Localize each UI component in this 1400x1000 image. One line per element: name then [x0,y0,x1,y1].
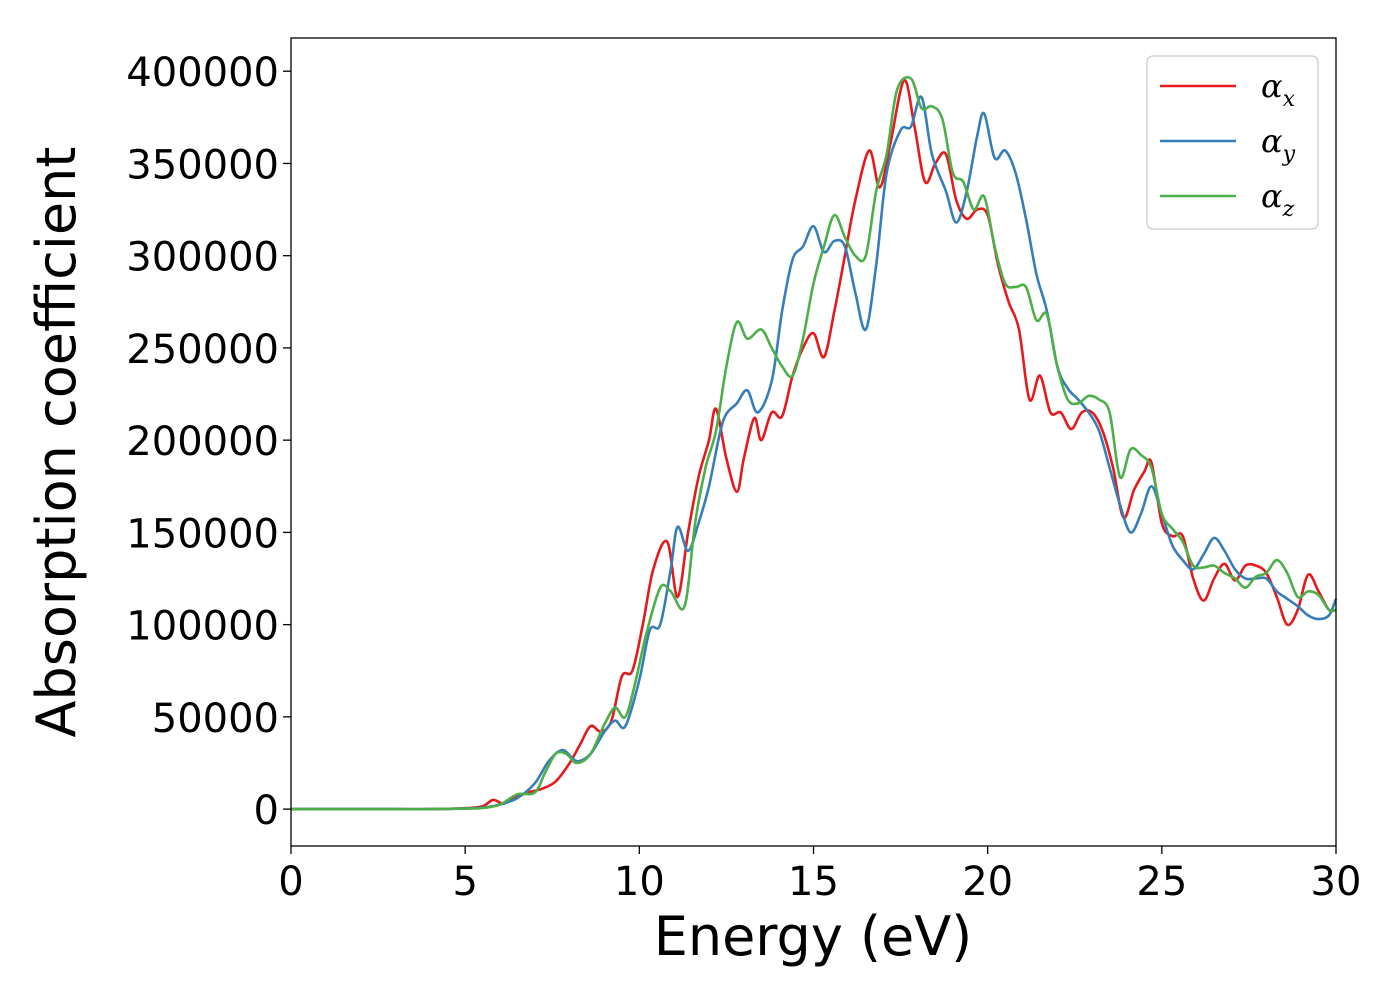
y-tick-label: 350000 [126,142,279,188]
y-tick-label: 300000 [126,235,279,281]
legend-symbol: α [1261,67,1283,105]
y-tick-label: 150000 [126,511,279,557]
y-tick-label: 250000 [126,327,279,373]
y-tick-label: 400000 [126,50,279,96]
legend-symbol: α [1261,177,1283,215]
series-line-alpha-y [290,95,1338,811]
series-line-alpha-z [290,75,1337,811]
y-axis-label: Absorption coefficient [25,147,88,738]
y-tick-label: 0 [254,788,279,834]
legend-label-alpha-z: αz [1261,177,1295,222]
legend-subscript: x [1283,87,1296,112]
y-tick-label: 200000 [126,419,279,465]
y-tick-label: 100000 [126,604,279,650]
x-tick-label: 25 [1136,859,1187,905]
legend-subscript: y [1282,142,1296,167]
y-tick-label: 50000 [152,696,279,742]
legend-label-alpha-y: αy [1261,122,1296,167]
x-tick-label: 20 [962,859,1013,905]
series-layer [290,75,1338,811]
x-axis-label: Energy (eV) [654,905,973,968]
x-tick-label: 15 [788,859,839,905]
legend-symbol: α [1261,122,1283,160]
x-axis-ticks: 0 5 10 15 20 25 30 [278,846,1361,905]
legend-label-alpha-x: αx [1261,67,1296,112]
x-tick-label: 5 [452,859,477,905]
x-tick-label: 0 [278,859,303,905]
x-tick-label: 10 [614,859,665,905]
x-tick-label: 30 [1311,859,1362,905]
y-axis-ticks: 0 50000 100000 150000 200000 250000 300000 3500… [126,50,291,834]
legend-subscript: z [1282,197,1295,222]
legend-box [1146,55,1319,230]
